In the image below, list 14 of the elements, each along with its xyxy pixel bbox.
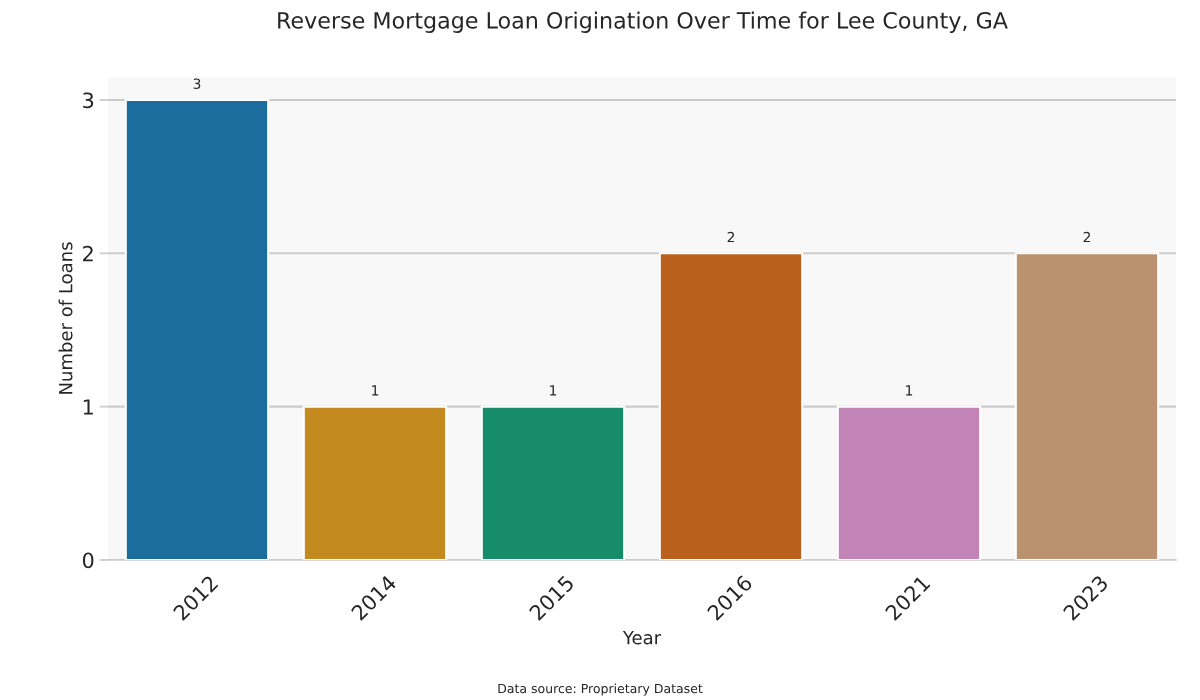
data-label: 1 (550, 385, 557, 396)
data-label: 1 (906, 385, 913, 396)
chart-title: Reverse Mortgage Loan Origination Over Time for Lee County, GA (278, 11, 1008, 34)
y-tick-label: 1 (83, 399, 93, 415)
data-label: 1 (372, 385, 379, 396)
y-tick-label: 0 (82, 552, 94, 569)
data-label: 2 (1083, 231, 1091, 243)
y-axis-title: Number of Loans (58, 242, 73, 394)
y-tick-label: 3 (83, 92, 94, 109)
source-note: Data source: Proprietary Dataset (498, 683, 703, 696)
data-label: 3 (193, 78, 201, 89)
y-tick-label: 2 (83, 245, 93, 262)
x-axis-title: Year (622, 631, 662, 645)
data-label: 2 (727, 231, 735, 243)
